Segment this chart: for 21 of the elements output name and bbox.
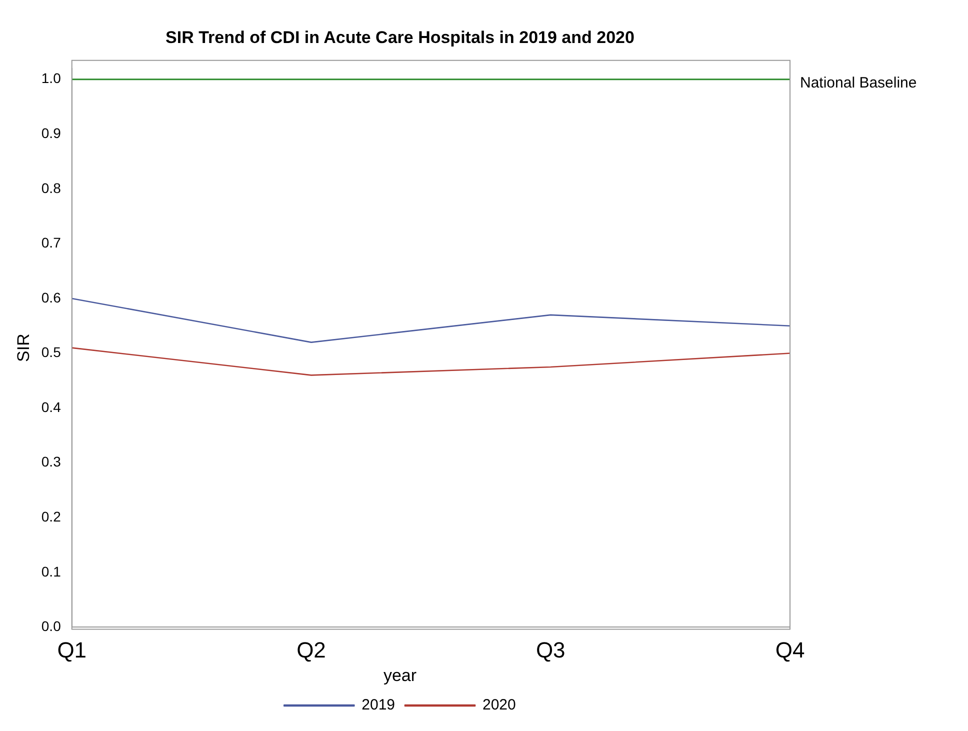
x-tick-label: Q3	[536, 637, 566, 662]
chart-title: SIR Trend of CDI in Acute Care Hospitals in 2019 and 2020	[166, 28, 634, 47]
y-tick-label: 0.4	[41, 398, 62, 415]
legend-label: 2019	[362, 696, 396, 714]
y-tick-label: 0.6	[41, 289, 62, 306]
y-tick-label: 0.3	[41, 454, 62, 470]
y-tick-label: 0.2	[41, 508, 62, 524]
y-tick-label: 0.5	[41, 344, 62, 360]
x-tick-label: Q2	[296, 637, 326, 662]
y-tick-label: 0.9	[41, 125, 62, 141]
x-tick-label: Q1	[57, 637, 87, 662]
legend-label: 2020	[482, 696, 516, 714]
y-tick-label: 0.7	[41, 234, 62, 251]
y-tick-label: 1.0	[41, 70, 62, 86]
y-axis-title: SIR	[14, 334, 33, 362]
ref-line-label: National Baseline	[800, 74, 917, 92]
x-tick-label: Q4	[775, 637, 805, 662]
y-tick-label: 0.0	[41, 618, 62, 634]
y-tick-label: 0.8	[41, 180, 62, 196]
y-tick-label: 0.1	[41, 563, 62, 580]
legend-title: year	[383, 666, 417, 685]
